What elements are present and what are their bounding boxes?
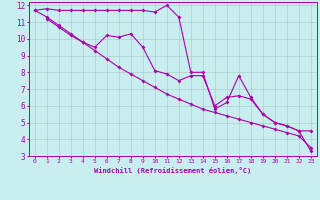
X-axis label: Windchill (Refroidissement éolien,°C): Windchill (Refroidissement éolien,°C)	[94, 167, 252, 174]
